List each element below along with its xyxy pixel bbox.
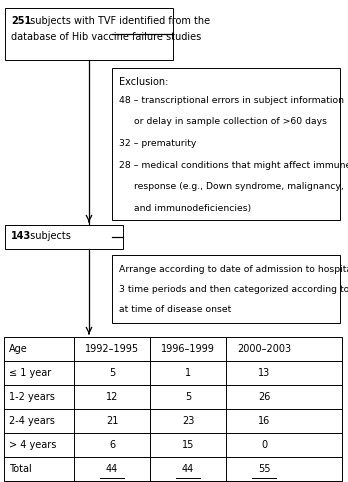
Text: at time of disease onset: at time of disease onset bbox=[119, 305, 231, 314]
Text: subjects with TVF identified from the: subjects with TVF identified from the bbox=[27, 16, 210, 26]
Text: Total: Total bbox=[9, 464, 32, 474]
Text: 1996–1999: 1996–1999 bbox=[161, 344, 215, 354]
Text: 5: 5 bbox=[185, 392, 191, 402]
Text: Arrange according to date of admission to hospital to: Arrange according to date of admission t… bbox=[119, 265, 348, 274]
Text: Exclusion:: Exclusion: bbox=[119, 77, 168, 87]
Text: 23: 23 bbox=[182, 416, 194, 426]
Text: Age: Age bbox=[9, 344, 28, 354]
Text: 44: 44 bbox=[182, 464, 194, 474]
Text: 5: 5 bbox=[109, 368, 115, 378]
Text: 15: 15 bbox=[182, 440, 194, 450]
Text: ≤ 1 year: ≤ 1 year bbox=[9, 368, 51, 378]
Bar bbox=[5, 8, 173, 60]
Text: 55: 55 bbox=[258, 464, 270, 474]
Bar bbox=[5, 225, 123, 249]
Bar bbox=[112, 68, 340, 220]
Text: database of Hib vaccine failure studies: database of Hib vaccine failure studies bbox=[11, 32, 201, 42]
Text: response (e.g., Down syndrome, malignancy,: response (e.g., Down syndrome, malignanc… bbox=[119, 182, 344, 191]
Text: 3 time periods and then categorized according to age: 3 time periods and then categorized acco… bbox=[119, 285, 348, 294]
Text: 12: 12 bbox=[106, 392, 118, 402]
Text: 251: 251 bbox=[11, 16, 31, 26]
Text: 32 – prematurity: 32 – prematurity bbox=[119, 139, 196, 148]
Text: 0: 0 bbox=[261, 440, 267, 450]
Text: 1-2 years: 1-2 years bbox=[9, 392, 55, 402]
Text: 21: 21 bbox=[106, 416, 118, 426]
Bar bbox=[4, 337, 342, 481]
Text: 1: 1 bbox=[185, 368, 191, 378]
Text: 16: 16 bbox=[258, 416, 270, 426]
Text: 44: 44 bbox=[106, 464, 118, 474]
Text: subjects: subjects bbox=[27, 231, 71, 241]
Text: 6: 6 bbox=[109, 440, 115, 450]
Text: 26: 26 bbox=[258, 392, 270, 402]
Text: 2-4 years: 2-4 years bbox=[9, 416, 55, 426]
Text: 28 – medical conditions that might affect immune: 28 – medical conditions that might affec… bbox=[119, 161, 348, 170]
Bar bbox=[112, 255, 340, 323]
Text: or delay in sample collection of >60 days: or delay in sample collection of >60 day… bbox=[119, 118, 327, 126]
Text: 48 – transcriptional errors in subject information: 48 – transcriptional errors in subject i… bbox=[119, 96, 344, 105]
Text: 13: 13 bbox=[258, 368, 270, 378]
Text: 1992–1995: 1992–1995 bbox=[85, 344, 139, 354]
Text: > 4 years: > 4 years bbox=[9, 440, 56, 450]
Text: 143: 143 bbox=[11, 231, 31, 241]
Text: 2000–2003: 2000–2003 bbox=[237, 344, 291, 354]
Text: and immunodeficiencies): and immunodeficiencies) bbox=[119, 203, 251, 213]
